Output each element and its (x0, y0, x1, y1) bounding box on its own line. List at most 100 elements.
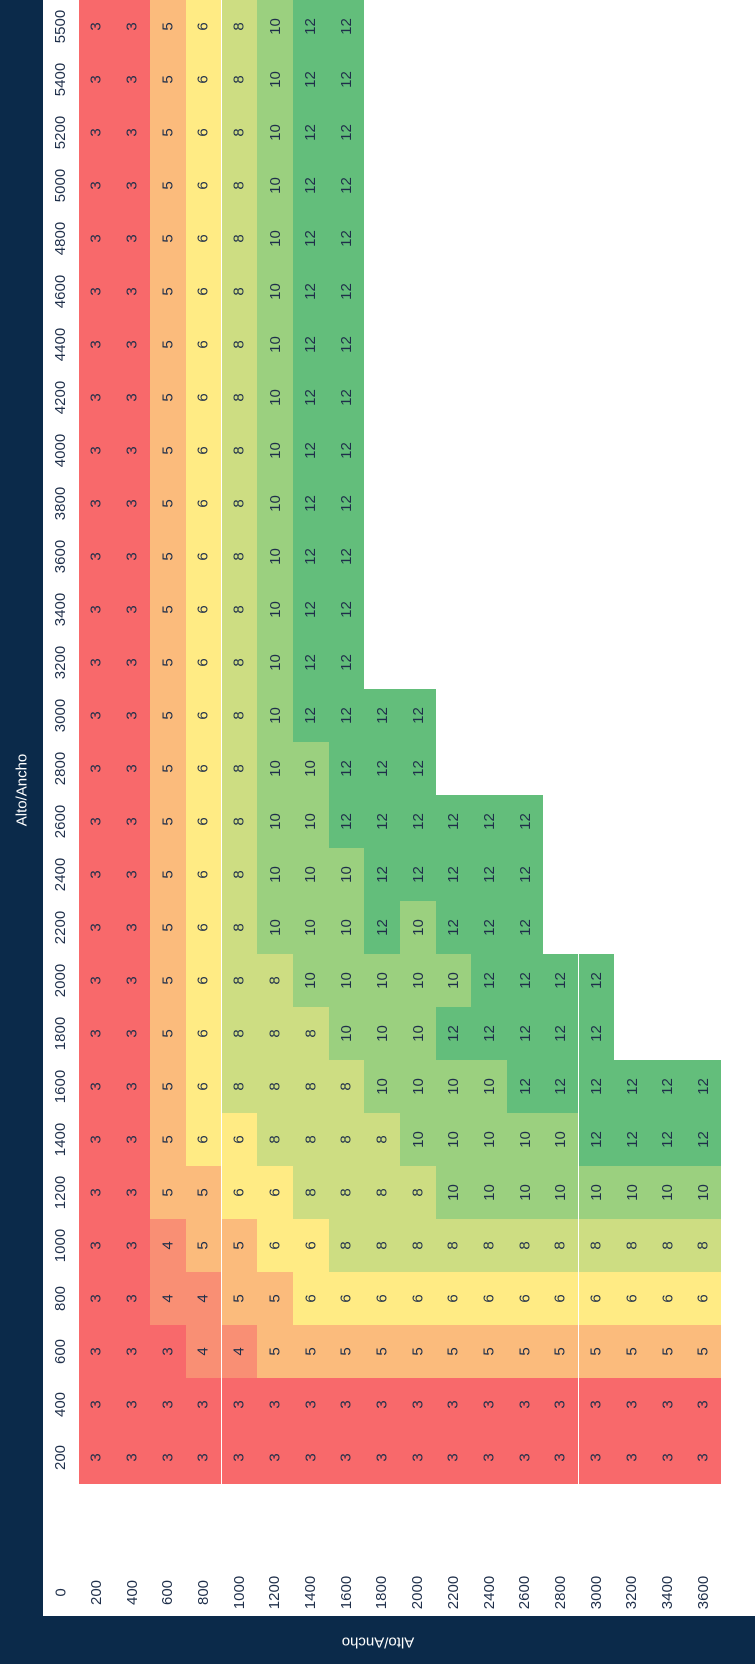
table-cell: 10 (292, 848, 329, 901)
alto-header-3200: 3200 (43, 636, 79, 689)
table-cell: 10 (292, 901, 329, 954)
alto-header-5200: 5200 (43, 106, 79, 159)
table-cell: 12 (542, 954, 579, 1007)
table-cell: 6 (435, 1272, 472, 1325)
table-cell: 3 (114, 106, 151, 159)
table-cell: 8 (257, 1007, 293, 1060)
table-cell: 5 (685, 1325, 722, 1378)
table-cell: 12 (578, 954, 615, 1007)
table-cell: 3 (507, 1431, 543, 1484)
table-cell: 8 (292, 1060, 329, 1113)
table-cell: 5 (150, 583, 186, 636)
table-cell: 10 (364, 954, 400, 1007)
table-cell: 10 (257, 212, 293, 265)
table-cell: 6 (507, 1272, 543, 1325)
table-cell: 3 (114, 318, 151, 371)
table-cell: 3 (78, 954, 115, 1007)
table-cell: 3 (471, 1378, 508, 1431)
table-cell: 10 (400, 1007, 436, 1060)
table-cell: 3 (114, 1113, 151, 1166)
table-cell: 5 (150, 371, 186, 424)
table-cell: 3 (114, 53, 151, 106)
table-cell: 12 (507, 848, 543, 901)
alto-header-3000: 3000 (43, 689, 79, 742)
table-cell: 3 (114, 954, 151, 1007)
table-cell: 12 (328, 424, 365, 477)
table-cell: 8 (364, 1166, 400, 1219)
table-cell: 8 (221, 212, 258, 265)
table-cell: 10 (257, 636, 293, 689)
table-cell: 3 (114, 583, 151, 636)
table-cell: 4 (185, 1272, 222, 1325)
table-cell: 12 (578, 1007, 615, 1060)
table-cell: 5 (150, 212, 186, 265)
table-cell: 12 (614, 1113, 650, 1166)
table-cell: 6 (221, 1113, 258, 1166)
table-cell: 5 (150, 318, 186, 371)
table-cell: 8 (221, 53, 258, 106)
table-cell: 12 (328, 583, 365, 636)
table-cell: 3 (114, 265, 151, 318)
table-cell: 5 (150, 159, 186, 212)
table-cell: 5 (292, 1325, 329, 1378)
table-cell: 3 (328, 1378, 365, 1431)
table-cell: 5 (185, 1219, 222, 1272)
table-cell: 3 (78, 1166, 115, 1219)
table-cell: 8 (221, 159, 258, 212)
table-cell: 8 (542, 1219, 579, 1272)
table-cell: 5 (150, 106, 186, 159)
table-cell: 10 (435, 1166, 472, 1219)
table-cell: 10 (257, 0, 293, 53)
alto-header-2000: 2000 (43, 954, 79, 1007)
table-cell: 3 (114, 1060, 151, 1113)
table-cell: 12 (471, 1007, 508, 1060)
table-cell: 6 (185, 1007, 222, 1060)
alto-header-1400: 1400 (43, 1113, 79, 1166)
table-cell: 3 (614, 1431, 650, 1484)
table-cell: 6 (364, 1272, 400, 1325)
table-cell: 12 (507, 1007, 543, 1060)
corner-label: 0 (43, 1569, 79, 1616)
table-cell: 3 (114, 212, 151, 265)
table-cell: 5 (328, 1325, 365, 1378)
table-cell: 8 (221, 742, 258, 795)
table-cell: 8 (292, 1007, 329, 1060)
table-cell: 12 (685, 1113, 722, 1166)
table-cell: 3 (400, 1431, 436, 1484)
table-cell: 12 (400, 689, 436, 742)
table-cell: 3 (364, 1431, 400, 1484)
alto-header-200: 200 (43, 1431, 79, 1484)
table-cell: 3 (78, 477, 115, 530)
table-cell: 5 (542, 1325, 579, 1378)
table-cell: 5 (400, 1325, 436, 1378)
table-cell: 12 (328, 318, 365, 371)
table-cell: 12 (328, 742, 365, 795)
table-cell: 4 (221, 1325, 258, 1378)
ancho-header-400: 400 (114, 1569, 151, 1616)
table-cell: 3 (78, 159, 115, 212)
alto-header-3400: 3400 (43, 583, 79, 636)
table-cell: 3 (78, 636, 115, 689)
table-cell: 3 (78, 901, 115, 954)
table-cell: 3 (185, 1431, 222, 1484)
table-cell: 8 (328, 1219, 365, 1272)
table-cell: 3 (78, 1113, 115, 1166)
table-cell: 8 (221, 424, 258, 477)
table-cell: 6 (328, 1272, 365, 1325)
alto-header-400: 400 (43, 1378, 79, 1431)
table-cell: 3 (649, 1431, 686, 1484)
alto-header-5500: 5500 (43, 0, 79, 53)
table-cell: 8 (221, 106, 258, 159)
table-cell: 5 (150, 1007, 186, 1060)
table-cell: 8 (221, 583, 258, 636)
axis-title-side: Alto/Ancho (341, 1633, 415, 1651)
alto-header-2600: 2600 (43, 795, 79, 848)
ancho-header-2000: 2000 (400, 1569, 436, 1616)
table-cell: 3 (114, 1007, 151, 1060)
ancho-header-1800: 1800 (364, 1569, 400, 1616)
table-cell: 12 (328, 636, 365, 689)
table-cell: 12 (292, 424, 329, 477)
table-cell: 10 (292, 742, 329, 795)
table-cell: 12 (435, 795, 472, 848)
table-cell: 3 (257, 1431, 293, 1484)
